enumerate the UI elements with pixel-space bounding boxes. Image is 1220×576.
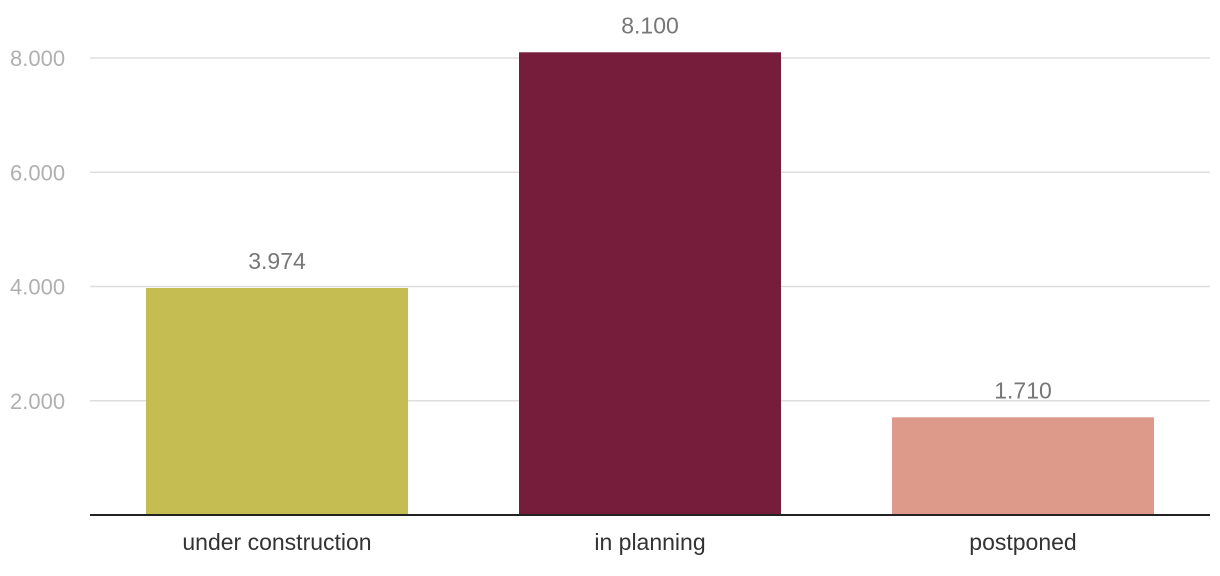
category-label: under construction [182,529,371,555]
y-axis-ticks: 2.000 4.000 6.000 8.000 [10,46,65,414]
bar-under-construction [146,287,408,515]
y-tick-label: 4.000 [10,275,65,300]
value-label: 8.100 [621,12,679,38]
bar-postponed [892,417,1154,515]
category-labels: under construction in planning postponed [182,529,1076,555]
category-label: postponed [969,529,1076,555]
value-label: 3.974 [248,248,306,274]
category-label: in planning [594,529,705,555]
y-tick-label: 2.000 [10,389,65,414]
bars [146,52,1154,515]
y-tick-label: 6.000 [10,160,65,185]
y-tick-label: 8.000 [10,46,65,71]
value-labels: 3.974 8.100 1.710 [248,12,1052,403]
value-label: 1.710 [994,377,1052,403]
bar-in-planning [519,52,781,515]
